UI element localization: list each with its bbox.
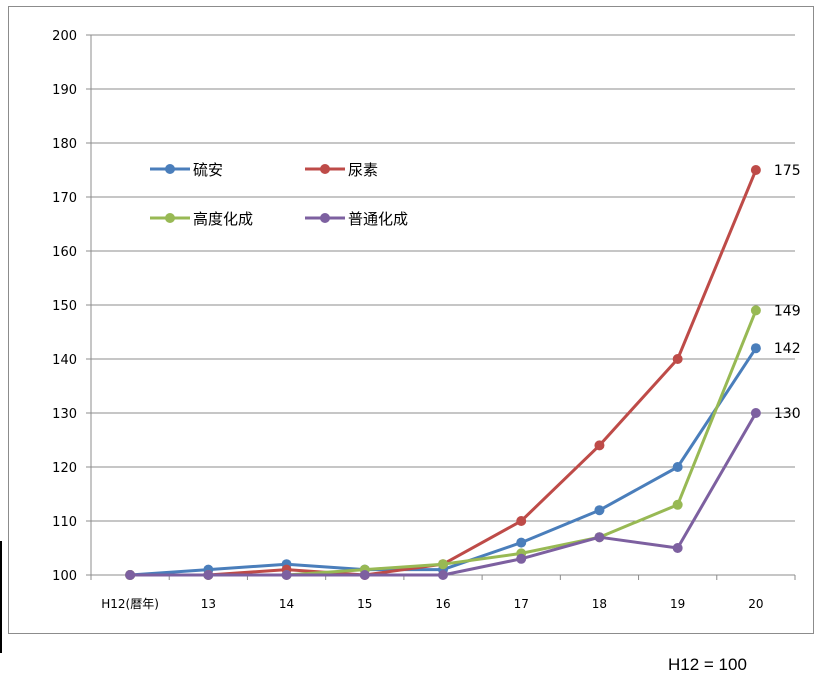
chart-frame xyxy=(8,6,814,634)
data-point xyxy=(750,408,761,418)
data-point xyxy=(750,343,761,354)
data-point xyxy=(672,499,683,510)
data-point xyxy=(672,543,683,553)
y-tick-label: 140 xyxy=(52,353,77,368)
axes xyxy=(86,34,796,580)
series-line-4 xyxy=(130,412,758,577)
y-tick-labels: 100 110 120 130 140 150 160 170 180 190 200 xyxy=(52,29,77,584)
y-tick-label: 180 xyxy=(52,137,77,152)
x-tick-label: 16 xyxy=(435,597,450,611)
legend-entry: 硫安 xyxy=(150,161,223,179)
left-edge-mark xyxy=(0,541,2,653)
gridlines xyxy=(91,34,795,522)
data-point xyxy=(750,305,761,316)
series-line-3 xyxy=(130,309,758,577)
legend-marker xyxy=(165,213,175,223)
legend-label: 尿素 xyxy=(348,161,378,179)
end-value-label: 149 xyxy=(774,303,801,319)
x-tick-label: 20 xyxy=(748,597,763,611)
y-tick-label: 200 xyxy=(52,29,77,44)
data-point xyxy=(594,440,605,451)
data-point xyxy=(125,570,136,580)
data-point xyxy=(438,570,448,580)
data-point xyxy=(438,559,448,570)
x-tick-labels: H12(暦年) 13 14 15 16 17 18 19 20 xyxy=(101,597,763,611)
legend-label: 普通化成 xyxy=(348,210,408,228)
data-point xyxy=(594,532,605,543)
legend-label: 高度化成 xyxy=(193,210,253,228)
series-lines xyxy=(125,165,761,580)
data-point xyxy=(203,570,214,580)
series-line-2 xyxy=(130,169,758,577)
y-tick-label: 150 xyxy=(52,299,77,314)
x-tick-label: 14 xyxy=(279,597,294,611)
legend-marker xyxy=(165,164,175,174)
end-value-label: 175 xyxy=(774,163,801,179)
data-point xyxy=(672,462,683,472)
end-value-labels: 175 149 142 130 xyxy=(774,163,801,422)
y-tick-label: 130 xyxy=(52,407,77,422)
data-point xyxy=(516,537,527,548)
legend-label: 硫安 xyxy=(193,161,223,179)
data-point xyxy=(672,354,683,364)
x-tick-label: 17 xyxy=(514,597,529,611)
x-tick-label: 19 xyxy=(670,597,685,611)
data-point xyxy=(281,570,292,580)
x-tick-label: H12(暦年) xyxy=(101,597,159,611)
data-point xyxy=(359,570,370,580)
x-tick-label: 15 xyxy=(357,597,372,611)
base-year-note: H12 = 100 xyxy=(668,655,747,674)
end-value-label: 142 xyxy=(774,341,801,357)
x-tick-label: 18 xyxy=(592,597,607,611)
legend-entry: 高度化成 xyxy=(150,210,253,228)
x-tick-label: 13 xyxy=(201,597,216,611)
y-tick-label: 100 xyxy=(52,569,77,584)
data-point xyxy=(594,505,605,516)
legend-marker xyxy=(320,164,330,174)
data-point xyxy=(516,516,527,526)
legend-entry: 尿素 xyxy=(305,161,378,179)
y-tick-label: 120 xyxy=(52,461,77,476)
data-point xyxy=(750,165,761,175)
y-tick-label: 160 xyxy=(52,245,77,260)
end-value-label: 130 xyxy=(774,406,801,422)
y-tick-label: 170 xyxy=(52,191,77,206)
legend-entry: 普通化成 xyxy=(305,210,408,228)
y-tick-label: 110 xyxy=(52,515,77,530)
data-point xyxy=(516,553,527,564)
legend-marker xyxy=(320,213,330,223)
series-line-1 xyxy=(130,347,758,577)
y-tick-label: 190 xyxy=(52,83,77,98)
